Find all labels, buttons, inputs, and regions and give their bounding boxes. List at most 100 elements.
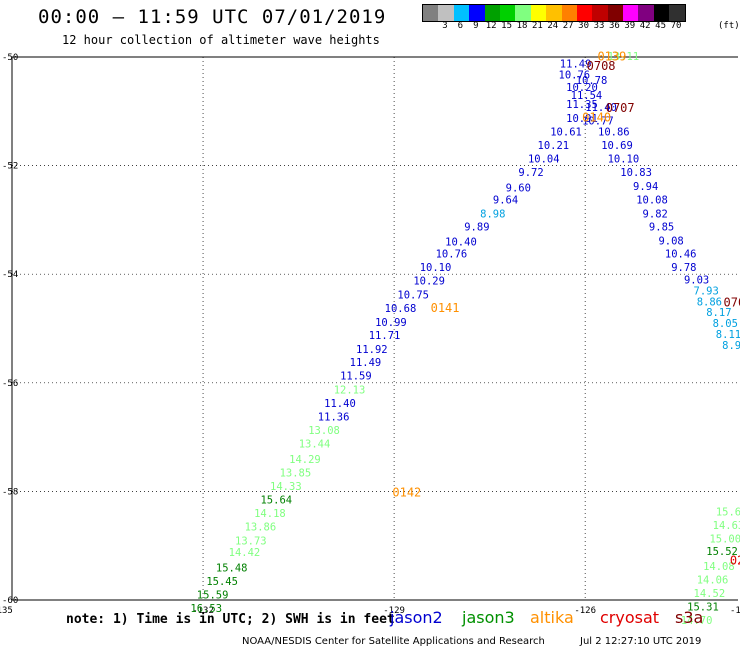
color-scale-label: 18 — [516, 21, 528, 31]
color-swatch — [499, 5, 516, 21]
wave-height-label: 13.44 — [299, 439, 331, 451]
y-tick-label: -50 — [2, 53, 18, 63]
color-scale-label: 9 — [473, 21, 479, 31]
wave-height-label: 9.64 — [493, 194, 518, 206]
wave-height-label: 15.68 — [716, 506, 740, 518]
wave-height-label: 9.78 — [671, 262, 696, 274]
wave-height-label: 10.40 — [445, 237, 477, 249]
pass-time-label: 0706 — [724, 295, 740, 309]
color-scale-unit: (ft) — [718, 21, 740, 31]
color-scale-label: 3 — [442, 21, 448, 31]
color-swatch — [469, 5, 485, 21]
wave-height-label: 8.11 — [716, 329, 740, 341]
wave-height-label: 10.77 — [582, 116, 614, 128]
color-swatch — [561, 5, 577, 21]
wave-height-label: 13.86 — [245, 522, 277, 534]
wave-height-label: 11.71 — [369, 330, 401, 342]
y-tick-label: -60 — [2, 596, 18, 606]
color-swatch — [453, 5, 470, 21]
pass-time-label: 0140 — [582, 111, 611, 125]
color-scale-label: 24 — [547, 21, 559, 31]
wave-height-label: 8.05 — [713, 318, 738, 330]
wave-height-label: 10.76 — [559, 69, 591, 81]
pass-time-label: 0258 — [730, 553, 740, 567]
wave-height-label: 7.93 — [694, 285, 719, 297]
wave-height-label: 14.33 — [270, 481, 302, 493]
wave-height-label: 15.52 — [706, 546, 738, 558]
color-scale-labels: 3 6 9 12 15 18 21 24 27 30 33 36 39 42 45 70 — [422, 21, 740, 33]
wave-height-label: 12.13 — [334, 384, 366, 396]
color-scale-label: 70 — [670, 21, 682, 31]
color-scale-label: 30 — [578, 21, 590, 31]
wave-height-label: 11.49 — [560, 59, 592, 71]
y-tick-label: -56 — [2, 379, 18, 389]
color-scale-label: 42 — [639, 21, 651, 31]
color-scale-label: 33 — [593, 21, 605, 31]
wave-height-label: 13.73 — [235, 535, 267, 547]
color-swatch — [592, 5, 608, 21]
color-scale-label: 36 — [608, 21, 620, 31]
wave-height-label: 8.17 — [706, 307, 731, 319]
footer-note: note: 1) Time is in UTC; 2) SWH is in fe… — [66, 612, 395, 627]
wave-height-label: 9.08 — [658, 236, 683, 248]
wave-height-label: 11.40 — [324, 398, 356, 410]
wave-height-label: 14.63 — [713, 520, 740, 532]
pass-time-label: 0707 — [606, 101, 635, 115]
color-swatch — [669, 5, 685, 21]
pass-time-label: 0139 — [597, 49, 626, 63]
color-swatch — [638, 5, 654, 21]
y-tick-label: -52 — [2, 162, 18, 172]
wave-height-label: 10.68 — [385, 303, 417, 315]
color-swatch — [423, 5, 439, 21]
pass-time-label: 0141 — [431, 301, 460, 315]
color-swatch — [546, 5, 562, 21]
color-swatch — [623, 5, 639, 21]
wave-height-label: 11.36 — [318, 411, 350, 423]
wave-height-label: 10.75 — [397, 289, 429, 301]
wave-height-label: 13.85 — [280, 467, 312, 479]
color-swatch — [484, 5, 500, 21]
x-tick-label-right: -124 — [730, 606, 740, 616]
wave-height-label: 15.31 — [687, 602, 719, 614]
wave-height-label: 14.52 — [694, 588, 726, 600]
color-scale-label: 39 — [624, 21, 636, 31]
wave-height-label: 10.08 — [636, 194, 668, 206]
wave-height-label: 13.08 — [308, 425, 340, 437]
wave-height-label: 8.91 — [722, 340, 740, 352]
chart-subtitle: 12 hour collection of altimeter wave hei… — [62, 33, 380, 47]
wave-height-label: 16.53 — [190, 603, 222, 615]
color-scale-label: 27 — [562, 21, 574, 31]
wave-height-label: 14.70 — [681, 615, 713, 627]
color-swatch — [653, 5, 670, 21]
wave-height-label: 10.69 — [601, 140, 633, 152]
wave-height-label: 11.40 — [585, 102, 617, 114]
legend-s3a: s3a — [675, 608, 704, 627]
wave-height-label: 10.46 — [665, 249, 697, 261]
wave-height-label: 11.35 — [566, 99, 598, 111]
pass-time-label: 0708 — [587, 59, 616, 73]
wave-height-label: 13.11 — [608, 51, 640, 63]
wave-height-label: 10.78 — [576, 75, 608, 87]
legend-jason3: jason3 — [462, 608, 515, 627]
wave-height-label: 11.59 — [340, 371, 372, 383]
wave-height-label: 10.91 — [566, 113, 598, 125]
wave-height-label: 10.10 — [420, 262, 452, 274]
wave-height-label: 9.03 — [684, 275, 709, 287]
color-swatch — [607, 5, 624, 21]
wave-height-label: 10.61 — [550, 126, 582, 138]
footer-credit: NOAA/NESDIS Center for Satellite Applica… — [242, 636, 545, 647]
x-tick-label: -126 — [574, 606, 596, 616]
wave-height-label: 14.06 — [697, 574, 729, 586]
wave-height-label: 9.82 — [643, 208, 668, 220]
legend-cryosat: cryosat — [600, 608, 660, 627]
legend-jason2: jason2 — [390, 608, 443, 627]
color-scale-bar — [422, 4, 686, 22]
y-tick-label: -54 — [2, 270, 18, 280]
wave-height-label: 14.08 — [703, 561, 735, 573]
pass-time-label: 0142 — [392, 485, 421, 499]
color-swatch — [438, 5, 454, 21]
color-scale-label: 45 — [655, 21, 667, 31]
wave-height-label: 9.85 — [649, 221, 674, 233]
